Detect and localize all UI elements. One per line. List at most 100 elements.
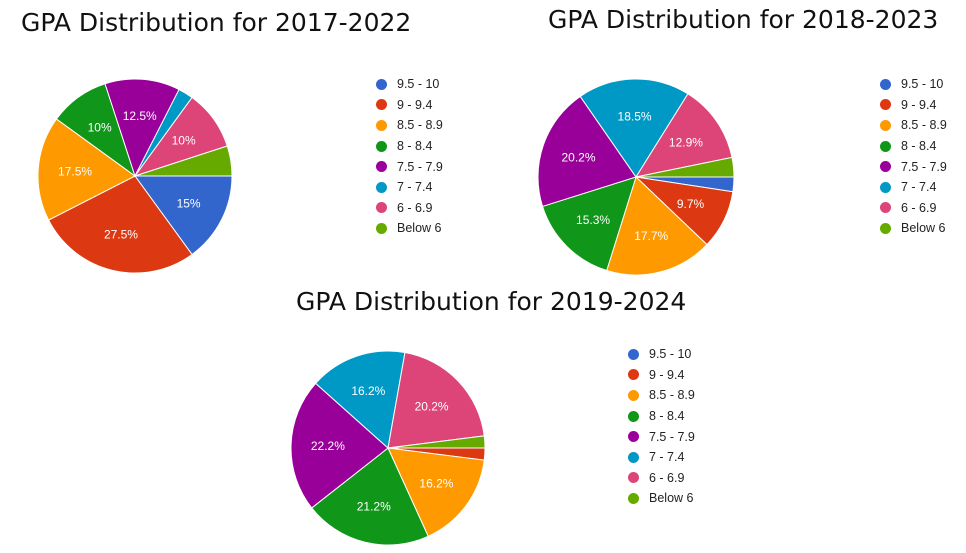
legend-item: 9.5 - 10	[880, 74, 947, 95]
pie-slice	[314, 350, 406, 449]
legend-label: 8 - 8.4	[901, 139, 937, 154]
legend-swatch	[880, 181, 891, 193]
legend-label: 9 - 9.4	[901, 97, 937, 112]
legend-item: 8.5 - 8.9	[376, 115, 443, 136]
pie-slice	[134, 175, 233, 256]
pie-chart: 9.7% 17.7% 15.3% 20.2% 18.5% 12.9%	[537, 78, 735, 276]
legend-item: 6 - 6.9	[628, 468, 695, 489]
legend-swatch	[628, 369, 639, 381]
legend-item: 9 - 9.4	[376, 95, 443, 116]
legend-swatch	[880, 222, 891, 234]
legend-label: 8.5 - 8.9	[397, 118, 443, 133]
legend-swatch	[376, 78, 387, 90]
slice-label: 27.5%	[104, 227, 138, 241]
legend-item: 9.5 - 10	[628, 344, 695, 365]
legend-swatch	[880, 161, 891, 173]
legend-label: 7 - 7.4	[649, 450, 685, 465]
legend-item: 7 - 7.4	[376, 177, 443, 198]
slice-label: 18.5%	[618, 109, 652, 123]
legend-label: 7.5 - 7.9	[397, 159, 443, 174]
slice-label: 15%	[177, 196, 201, 210]
pie-slice	[311, 447, 429, 546]
legend-item: Below 6	[628, 488, 695, 509]
legend-item: 8 - 8.4	[628, 406, 695, 427]
legend-label: 9 - 9.4	[397, 97, 433, 112]
legend-label: 6 - 6.9	[649, 470, 685, 485]
legend-swatch	[376, 181, 387, 193]
legend-label: 8.5 - 8.9	[901, 118, 947, 133]
pie-slice	[606, 176, 708, 276]
legend: 9.5 - 10 9 - 9.4 8.5 - 8.9 8 - 8.4 7.5 - 7.9…	[628, 344, 695, 509]
pie-slice	[47, 175, 193, 274]
legend-swatch	[376, 202, 387, 214]
pie-slice	[541, 176, 637, 272]
legend-item: 7 - 7.4	[628, 447, 695, 468]
legend-label: 6 - 6.9	[901, 200, 937, 215]
pie-chart: 16.2% 21.2% 22.2% 16.2% 20.2%	[290, 350, 486, 546]
legend-item: 9.5 - 10	[376, 74, 443, 95]
legend: 9.5 - 10 9 - 9.4 8.5 - 8.9 8 - 8.4 7.5 - 7.9…	[880, 74, 947, 239]
legend-swatch	[628, 472, 639, 484]
pie-slice	[537, 95, 637, 208]
legend-item: 9 - 9.4	[880, 95, 947, 116]
legend: 9.5 - 10 9 - 9.4 8.5 - 8.9 8 - 8.4 7.5 - 7.9…	[376, 74, 443, 239]
legend-swatch	[628, 389, 639, 401]
slice-label: 10%	[88, 120, 112, 134]
legend-label: 6 - 6.9	[397, 200, 433, 215]
legend-item: 7.5 - 7.9	[376, 156, 443, 177]
legend-label: Below 6	[901, 221, 946, 236]
slice-label: 17.5%	[58, 164, 92, 178]
legend-item: Below 6	[880, 218, 947, 239]
chart-title: GPA Distribution for 2017-2022	[21, 8, 412, 37]
legend-swatch	[880, 78, 891, 90]
slice-label: 17.7%	[634, 229, 668, 243]
slice-label: 9.7%	[677, 197, 705, 211]
pie-slice	[134, 145, 233, 177]
pie-slice	[387, 447, 485, 537]
legend-label: 9.5 - 10	[649, 347, 692, 362]
pie-slice	[387, 435, 486, 449]
legend-label: 9.5 - 10	[397, 77, 440, 92]
pie-slice	[290, 382, 389, 509]
legend-swatch	[628, 431, 639, 443]
legend-label: 7.5 - 7.9	[649, 429, 695, 444]
legend-swatch	[880, 99, 891, 111]
legend-label: 8.5 - 8.9	[649, 388, 695, 403]
legend-label: 8 - 8.4	[649, 409, 685, 424]
legend-item: 8 - 8.4	[880, 136, 947, 157]
legend-swatch	[376, 99, 387, 111]
legend-item: 8.5 - 8.9	[880, 115, 947, 136]
slice-label: 10%	[172, 134, 196, 148]
legend-label: 9.5 - 10	[901, 77, 944, 92]
pie-slice	[37, 118, 136, 221]
chart-title: GPA Distribution for 2018-2023	[548, 5, 939, 34]
slice-label: 16.2%	[419, 477, 453, 491]
pie-slice	[635, 156, 735, 178]
legend-item: 6 - 6.9	[880, 198, 947, 219]
legend-swatch	[880, 140, 891, 152]
legend-swatch	[880, 202, 891, 214]
slice-label: 12.5%	[123, 109, 157, 123]
pie-slice	[387, 351, 485, 449]
legend-swatch	[376, 140, 387, 152]
slice-label: 15.3%	[576, 213, 610, 227]
legend-item: 7.5 - 7.9	[880, 156, 947, 177]
legend-item: 7.5 - 7.9	[628, 426, 695, 447]
legend-label: Below 6	[397, 221, 442, 236]
slice-label: 12.9%	[669, 135, 703, 149]
legend-item: Below 6	[376, 218, 443, 239]
legend-label: 7 - 7.4	[397, 180, 433, 195]
pie-chart: 15% 27.5% 17.5% 10% 12.5% 10%	[37, 78, 233, 274]
legend-item: 7 - 7.4	[880, 177, 947, 198]
legend-swatch	[376, 119, 387, 131]
legend-swatch	[880, 119, 891, 131]
legend-swatch	[628, 492, 639, 504]
pie-slice	[579, 78, 689, 178]
legend-label: 8 - 8.4	[397, 139, 433, 154]
legend-swatch	[376, 222, 387, 234]
legend-item: 6 - 6.9	[376, 198, 443, 219]
pie-slice	[104, 78, 180, 178]
slice-label: 16.2%	[351, 384, 385, 398]
legend-label: Below 6	[649, 491, 694, 506]
chart-title: GPA Distribution for 2019-2024	[296, 287, 687, 316]
